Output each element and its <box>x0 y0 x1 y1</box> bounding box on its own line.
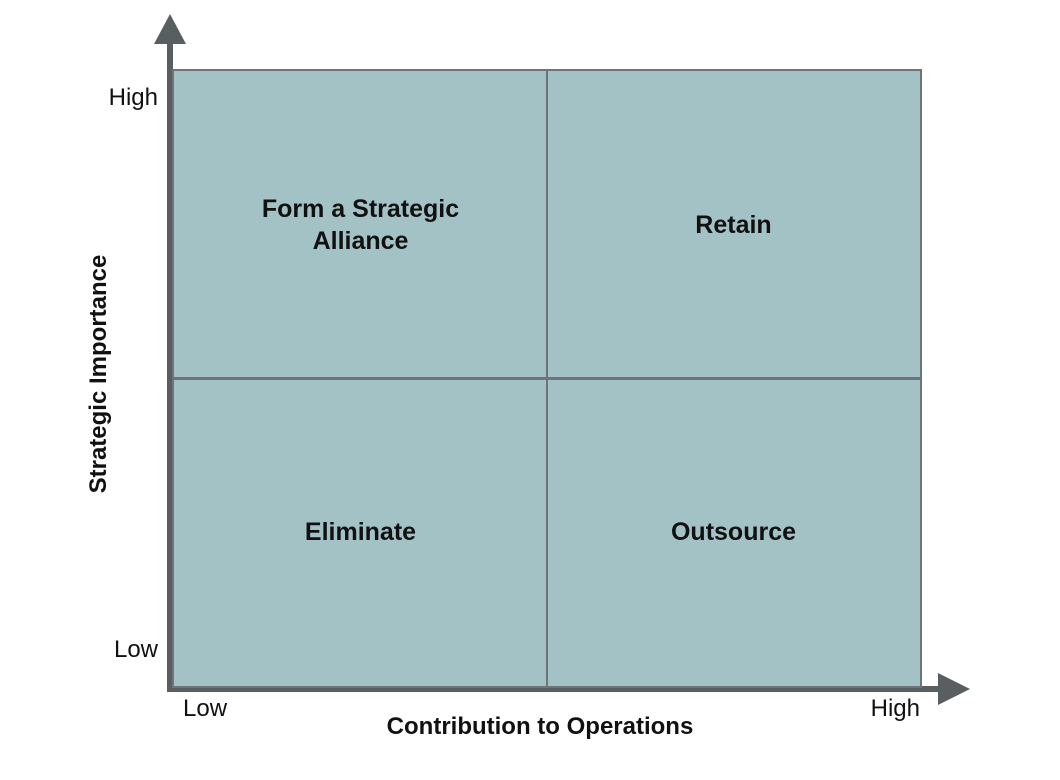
x-axis-title: Contribution to Operations <box>386 713 694 740</box>
quadrant-retain: Retain <box>695 210 772 239</box>
x-axis-arrow-icon <box>938 673 970 705</box>
y-axis-arrow-icon <box>154 14 186 44</box>
quadrant-outsource: Outsource <box>670 518 797 547</box>
horizontal-divider <box>174 377 920 380</box>
matrix: Form a Strategic Alliance Retain Elimina… <box>172 69 922 688</box>
quadrant-form-strategic-alliance: Form a Strategic Alliance <box>261 194 460 255</box>
y-axis-line <box>167 42 173 692</box>
x-axis-tick-low: Low <box>183 695 228 722</box>
y-axis-tick-low: Low <box>113 636 158 663</box>
x-axis-tick-high: High <box>870 695 920 722</box>
x-axis-line <box>167 686 939 692</box>
y-axis-tick-high: High <box>108 84 158 111</box>
quadrant-eliminate: Eliminate <box>304 518 417 547</box>
y-axis-title: Strategic Importance <box>85 254 112 494</box>
